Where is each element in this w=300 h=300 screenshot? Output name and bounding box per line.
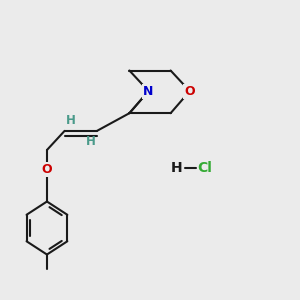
Text: H: H <box>86 135 96 148</box>
Text: O: O <box>42 163 52 176</box>
Text: H: H <box>66 114 75 127</box>
Text: O: O <box>184 85 195 98</box>
Text: Cl: Cl <box>197 161 212 175</box>
Text: N: N <box>143 85 154 98</box>
Text: H: H <box>171 161 182 175</box>
